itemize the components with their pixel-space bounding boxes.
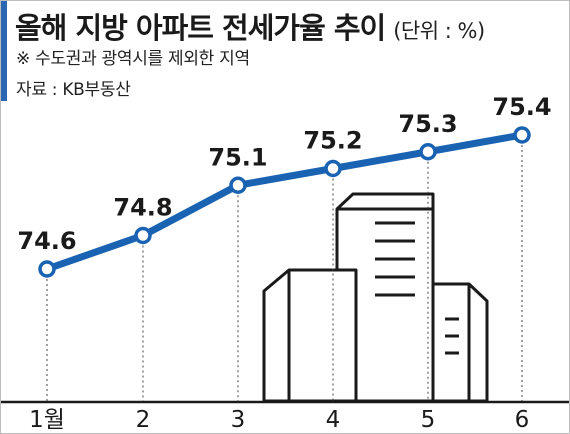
x-tick-label-1: 1월	[29, 407, 65, 433]
data-point-3	[229, 176, 247, 194]
x-tick-label-3: 3	[231, 407, 246, 433]
unit-label: (단위 : %)	[393, 19, 485, 43]
building-icon	[262, 192, 489, 403]
series-line	[43, 131, 526, 273]
data-point-2	[134, 226, 152, 245]
source-label: 자료 : KB부동산	[16, 80, 131, 100]
x-tick-label-4: 4	[326, 407, 341, 433]
value-label-5: 75.3	[398, 110, 457, 138]
data-point-4	[324, 159, 342, 178]
title-accent-bar	[1, 1, 7, 101]
data-point-1	[38, 260, 56, 278]
value-label-6: 75.4	[492, 93, 551, 121]
value-label-1: 74.6	[17, 227, 76, 255]
data-point-5	[419, 143, 437, 161]
chart-title: 올해 지방 아파트 전세가율 추이	[15, 11, 386, 45]
x-tick-label-5: 5	[421, 407, 436, 433]
header: 올해 지방 아파트 전세가율 추이 (단위 : %)	[15, 5, 485, 47]
footnote: ※ 수도권과 광역시를 제외한 지역	[16, 49, 250, 69]
data-point-6	[513, 126, 531, 144]
value-label-4: 75.2	[303, 127, 362, 155]
x-tick-label-2: 2	[136, 407, 151, 433]
x-tick-label-6: 6	[515, 407, 530, 433]
value-label-3: 75.1	[208, 143, 267, 171]
value-label-2: 74.8	[113, 194, 172, 222]
